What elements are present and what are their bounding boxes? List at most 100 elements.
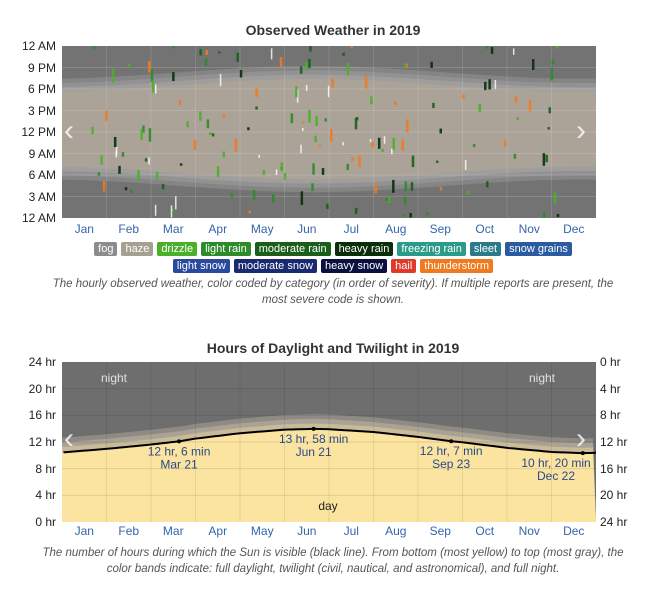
annotation-date: Dec 22 (537, 469, 575, 483)
weather-observation-mark (354, 207, 358, 214)
weather-observation-mark (205, 49, 209, 55)
weather-observation-mark (478, 103, 482, 113)
weather-observation-mark (222, 113, 226, 118)
weather-observation-mark (321, 168, 325, 175)
chart1-month-label: Apr (208, 222, 228, 236)
weather-observation-mark (374, 183, 377, 194)
legend-chip: light snow (172, 259, 230, 273)
weather-observation-mark (555, 46, 559, 49)
weather-observation-mark (300, 144, 302, 154)
annotation-point (580, 451, 585, 456)
weather-observation-mark (513, 153, 517, 159)
weather-observation-mark (97, 172, 101, 176)
chart1-month-label: May (250, 222, 274, 236)
weather-observation-mark (279, 56, 283, 68)
weather-observation-mark (209, 132, 212, 135)
chart2-month-label: Jul (343, 524, 359, 538)
weather-observation-mark (102, 180, 106, 192)
chart2-month-label: Nov (518, 524, 540, 538)
weather-observation-mark (486, 181, 489, 188)
chart1-legend: fog haze drizzle light rain moderate rain hea… (0, 242, 666, 276)
weather-observation-mark (255, 88, 258, 97)
weather-observation-mark (406, 119, 409, 133)
weather-observation-mark (148, 60, 151, 73)
weather-observation-mark (199, 111, 202, 121)
weather-observation-mark (369, 139, 372, 143)
chart2-y-tick-left: 4 hr (35, 488, 56, 503)
legend-chip: moderate rain (254, 242, 331, 256)
legend-chip: moderate snow (233, 259, 318, 273)
weather-observation-mark (358, 155, 361, 168)
weather-observation-mark (346, 62, 350, 76)
chart2-month-label: Jan (74, 524, 94, 538)
chart2-y-tick-left: 24 hr (28, 355, 56, 369)
prev-arrow-icon[interactable]: ‹ (64, 422, 74, 455)
weather-observation-mark (394, 101, 397, 106)
weather-observation-mark (172, 46, 175, 49)
weather-observation-mark (115, 146, 118, 155)
weather-observation-mark (300, 191, 304, 206)
weather-observation-mark (155, 172, 159, 180)
weather-observation-mark (432, 102, 435, 109)
legend-chip: freezing rain (397, 242, 466, 256)
weather-observation-mark (170, 205, 173, 218)
weather-observation-mark (426, 211, 429, 216)
annotation-value: 12 hr, 6 min (148, 444, 211, 458)
weather-observation-mark (204, 58, 208, 66)
weather-observation-mark (342, 142, 344, 146)
weather-observation-mark (239, 69, 243, 78)
weather-observation-mark (206, 119, 210, 129)
weather-observation-mark (402, 214, 405, 217)
weather-observation-mark (171, 208, 174, 212)
weather-observation-mark (308, 58, 311, 68)
weather-observation-mark (186, 121, 189, 128)
chart2-month-label: Mar (162, 524, 184, 538)
weather-observation-mark (172, 72, 175, 82)
legend-chip: fog (94, 242, 118, 256)
next-arrow-icon[interactable]: › (576, 114, 586, 147)
weather-observation-mark (548, 107, 552, 114)
weather-observation-mark (342, 52, 345, 56)
weather-observation-mark (327, 85, 330, 98)
prev-arrow-icon[interactable]: ‹ (64, 114, 74, 147)
weather-observation-mark (258, 154, 260, 158)
chart1-month-label: Mar (162, 222, 184, 236)
weather-observation-mark (435, 160, 439, 163)
weather-observation-mark (405, 63, 408, 69)
weather-observation-mark (485, 46, 488, 49)
weather-observation-mark (211, 133, 215, 137)
legend-chip: snow grains (505, 242, 572, 256)
weather-observation-mark (100, 155, 103, 165)
weather-observation-mark (161, 183, 165, 190)
chart2-month-label: Jun (297, 524, 317, 538)
weather-observation-mark (151, 80, 155, 93)
weather-observation-mark (283, 172, 287, 180)
annotation-point (177, 439, 182, 444)
weather-observation-mark (91, 126, 94, 135)
weather-observation-mark (148, 157, 150, 165)
annotation-date: Jun 21 (296, 445, 332, 459)
annotation-date: Sep 23 (432, 457, 470, 471)
daylight-hours-line (63, 427, 596, 455)
weather-observation-mark (401, 139, 404, 151)
weather-observation-mark (383, 136, 386, 144)
weather-observation-mark (199, 49, 202, 56)
weather-observation-mark (218, 51, 221, 54)
chart2-y-tick-right: 20 hr (600, 488, 628, 503)
weather-observation-mark (305, 84, 308, 91)
chart1-y-tick: 9 PM (27, 60, 56, 75)
weather-observation-mark (272, 194, 275, 203)
weather-observation-mark (411, 155, 415, 168)
weather-observation-mark (308, 110, 311, 123)
weather-observation-mark (409, 213, 412, 218)
weather-observation-mark (403, 196, 407, 205)
chart2-month-label: Sep (429, 524, 451, 538)
weather-observation-mark (346, 163, 350, 171)
weather-observation-mark (121, 152, 125, 157)
chart1-y-tick: 12 AM (21, 39, 56, 53)
weather-observation-mark (324, 118, 327, 122)
next-arrow-icon[interactable]: › (576, 422, 586, 455)
weather-observation-mark (385, 197, 389, 201)
weather-observation-mark (531, 59, 535, 71)
chart1-y-tick: 6 AM (28, 168, 56, 182)
